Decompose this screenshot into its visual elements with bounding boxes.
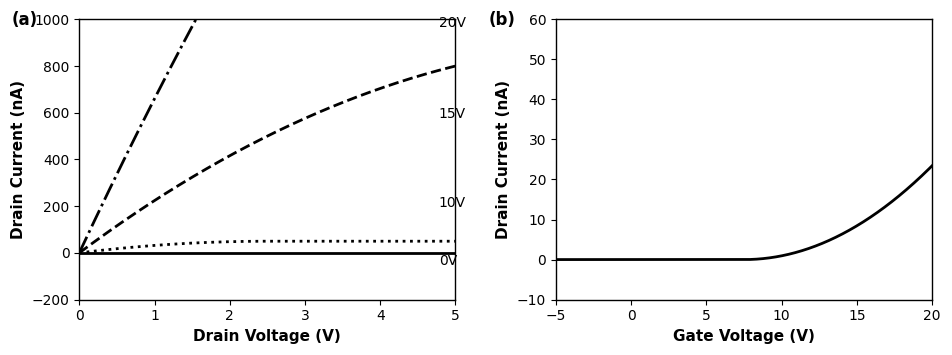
X-axis label: Drain Voltage (V): Drain Voltage (V) bbox=[193, 329, 341, 344]
Y-axis label: Drain Current (nA): Drain Current (nA) bbox=[11, 80, 26, 239]
Text: (a): (a) bbox=[11, 11, 38, 29]
Text: (b): (b) bbox=[488, 11, 515, 29]
X-axis label: Gate Voltage (V): Gate Voltage (V) bbox=[673, 329, 815, 344]
Y-axis label: Drain Current (nA): Drain Current (nA) bbox=[496, 80, 511, 239]
Text: 0V: 0V bbox=[439, 254, 457, 268]
Text: 20V: 20V bbox=[439, 16, 466, 30]
Text: 15V: 15V bbox=[439, 107, 466, 121]
Text: 10V: 10V bbox=[439, 196, 466, 210]
